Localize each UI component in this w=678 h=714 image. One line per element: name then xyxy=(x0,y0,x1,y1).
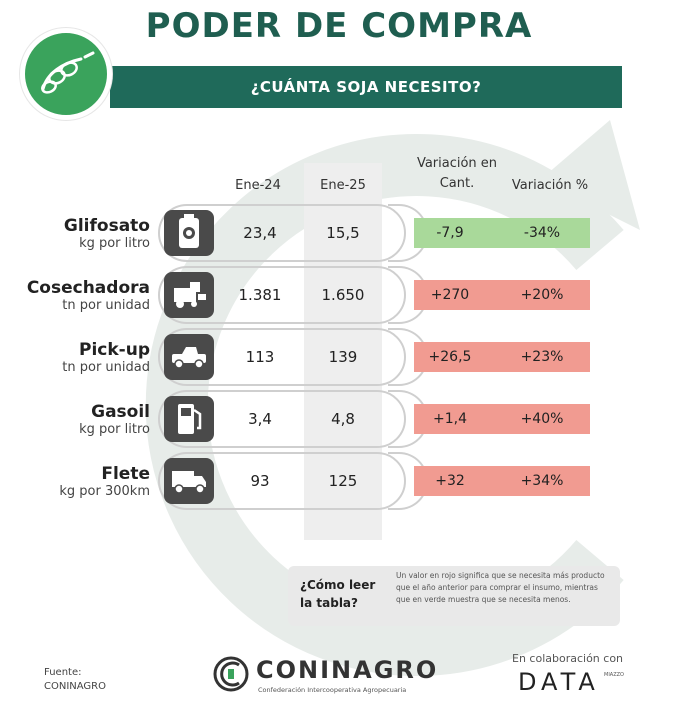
variation-bar: +270 +20% xyxy=(414,280,590,310)
variation-quantity: +26,5 xyxy=(428,349,472,365)
how-to-read-question: ¿Cómo leer la tabla? xyxy=(300,578,376,610)
header-var-cant: Variación en Cant. xyxy=(416,156,498,191)
harvester-icon xyxy=(164,272,214,318)
row-label-0: Glifosato kg por litro xyxy=(64,216,150,252)
value-ene25: 1.650 xyxy=(321,286,365,304)
value-ene24: 1.381 xyxy=(238,286,282,304)
coninagro-subtitle: Confederación Intercooperativa Agropecua… xyxy=(258,686,407,694)
collaboration-label: En colaboración con xyxy=(512,652,624,665)
variation-percent: +23% xyxy=(520,349,564,365)
soy-logo xyxy=(20,28,112,120)
variation-quantity: -7,9 xyxy=(436,225,464,241)
source-label: Fuente: CONINAGRO xyxy=(44,667,106,692)
header-var-pct: Variación % xyxy=(511,178,589,193)
value-ene24: 23,4 xyxy=(243,224,277,242)
variation-quantity: +270 xyxy=(430,287,470,303)
data-partner-subtitle: MIAZZO xyxy=(604,672,624,678)
data-partner-logo: DATA xyxy=(518,668,600,696)
variation-bar: -7,9 -34% xyxy=(414,218,590,248)
item-name: Cosechadora xyxy=(26,278,150,298)
subtitle-banner: ¿CUÁNTA SOJA NECESITO? xyxy=(110,66,622,108)
row-label-2: Pick-up tn por unidad xyxy=(62,340,150,376)
value-ene24: 3,4 xyxy=(248,410,272,428)
value-ene24: 93 xyxy=(250,472,270,490)
value-ene25: 125 xyxy=(328,472,358,490)
item-unit: tn por unidad xyxy=(62,298,150,313)
header-ene24: Ene-24 xyxy=(235,178,281,193)
row-label-3: Gasoil kg por litro xyxy=(79,402,150,438)
delivery-truck-icon xyxy=(164,458,214,504)
row-label-1: Cosechadora tn por unidad xyxy=(27,278,150,314)
fuel-pump-icon xyxy=(164,396,214,442)
highlight-column-ene25 xyxy=(304,163,382,540)
item-name: Pick-up xyxy=(79,340,150,360)
herbicide-container-icon xyxy=(164,210,214,256)
subtitle-text: ¿CUÁNTA SOJA NECESITO? xyxy=(250,78,482,96)
variation-percent: +34% xyxy=(520,473,564,489)
value-ene25: 15,5 xyxy=(326,224,360,242)
how-to-read-box: ¿Cómo leer la tabla? Un valor en rojo si… xyxy=(288,566,620,626)
item-unit: tn por unidad xyxy=(62,360,150,375)
how-to-read-answer: Un valor en rojo significa que se necesi… xyxy=(396,571,605,604)
variation-percent: +20% xyxy=(520,287,564,303)
item-name: Glifosato xyxy=(63,216,150,236)
pickup-truck-icon xyxy=(164,334,214,380)
variation-quantity: +1,4 xyxy=(433,411,467,427)
item-unit: kg por 300km xyxy=(59,484,150,499)
coninagro-logo-icon xyxy=(213,656,249,692)
item-name: Gasoil xyxy=(91,402,150,422)
item-unit: kg por litro xyxy=(79,236,150,251)
variation-bar: +32 +34% xyxy=(414,466,590,496)
variation-quantity: +32 xyxy=(435,473,465,489)
header-ene25: Ene-25 xyxy=(320,178,366,193)
value-ene25: 139 xyxy=(328,348,358,366)
row-label-4: Flete kg por 300km xyxy=(59,464,150,500)
soybean-icon xyxy=(41,51,95,94)
value-ene24: 113 xyxy=(245,348,275,366)
variation-bar: +26,5 +23% xyxy=(414,342,590,372)
coninagro-brand: CONINAGRO xyxy=(256,656,439,684)
variation-percent: +40% xyxy=(520,411,564,427)
item-name: Flete xyxy=(101,464,150,484)
value-ene25: 4,8 xyxy=(331,410,355,428)
variation-percent: -34% xyxy=(523,225,561,241)
page-title: PODER DE COMPRA xyxy=(145,6,533,46)
item-unit: kg por litro xyxy=(79,422,150,437)
variation-bar: +1,4 +40% xyxy=(414,404,590,434)
